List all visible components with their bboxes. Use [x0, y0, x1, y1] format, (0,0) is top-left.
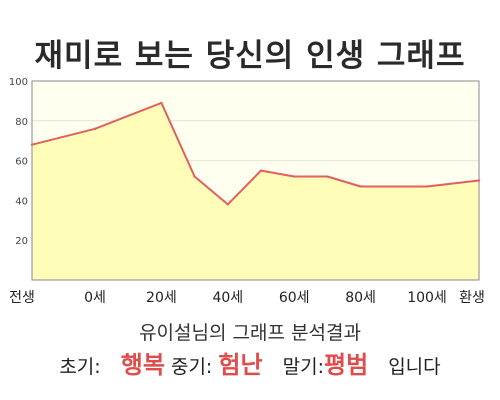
data-point — [259, 169, 263, 172]
middle-label: 중기: — [170, 356, 213, 378]
suffix-text: 입니다 — [388, 356, 441, 378]
late-value: 평범 — [323, 351, 369, 379]
x-tick-label: 20세 — [146, 290, 177, 306]
x-tick-label: 80세 — [345, 290, 376, 306]
summary-line: 초기: 행복 중기: 험난 말기:평범 입니다 — [0, 345, 500, 380]
data-point — [293, 175, 296, 178]
data-point — [226, 203, 229, 206]
data-point — [477, 179, 481, 182]
data-point — [160, 101, 163, 105]
early-label: 초기: — [59, 356, 101, 378]
x-tick-label: 전생 — [9, 290, 35, 306]
y-tick-label: 80 — [15, 117, 28, 128]
y-tick-label: 40 — [15, 196, 28, 207]
x-tick-label: 100세 — [407, 290, 447, 306]
data-point — [359, 185, 362, 188]
y-tick-label: 100 — [9, 77, 28, 88]
data-point — [93, 127, 97, 130]
area-fill — [32, 102, 479, 281]
late-label: 말기: — [282, 356, 324, 378]
data-point — [193, 175, 196, 178]
x-tick-label: 0세 — [84, 290, 106, 306]
data-point — [326, 175, 329, 178]
data-point — [425, 185, 429, 188]
life-graph-chart: 20 40 60 80 100 전생 0세 20세 40세 60세 80세 100세 환생 — [9, 77, 485, 306]
x-tick-labels: 전생 0세 20세 40세 60세 80세 100세 환생 — [9, 290, 485, 306]
y-tick-label: 60 — [15, 157, 28, 168]
x-tick-label: 환생 — [459, 290, 485, 306]
summary-title: 유이설님의 그래프 분석결과 — [139, 322, 361, 344]
chart-title: 재미로 보는 당신의 인생 그래프 — [34, 38, 466, 74]
y-tick-labels: 20 40 60 80 100 — [9, 77, 28, 247]
x-tick-label: 60세 — [279, 290, 310, 306]
y-tick-label: 20 — [15, 236, 28, 247]
data-point — [30, 143, 34, 146]
x-tick-label: 40세 — [212, 290, 243, 306]
middle-value: 험난 — [218, 351, 263, 379]
early-value: 행복 — [120, 351, 165, 379]
